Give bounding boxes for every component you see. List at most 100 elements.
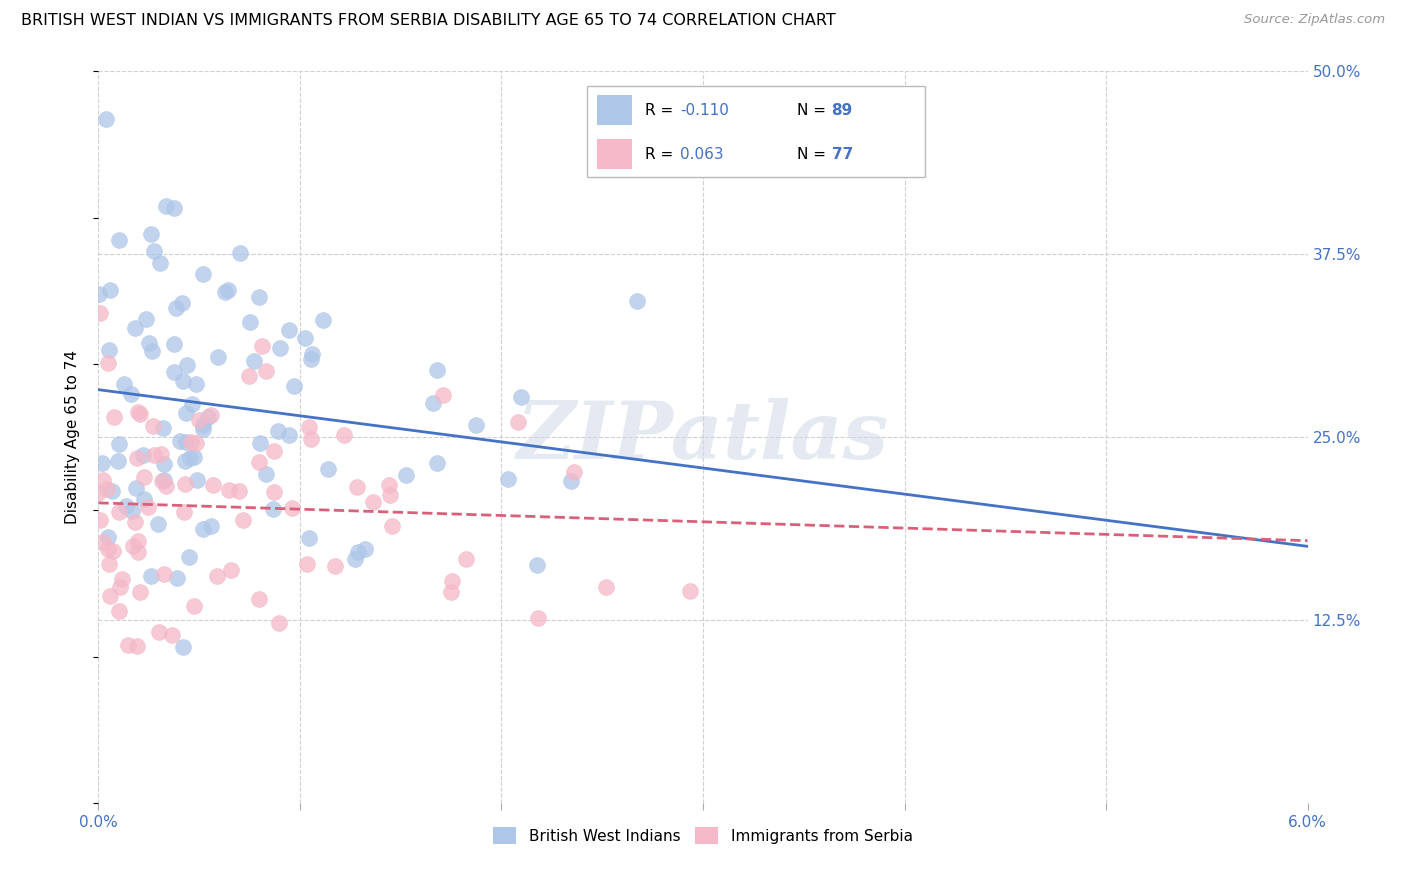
Point xyxy=(174,406,197,420)
Point xyxy=(526,611,548,625)
Point xyxy=(278,323,301,337)
Point xyxy=(454,552,477,566)
Point xyxy=(294,331,316,345)
Point xyxy=(115,499,138,513)
Point xyxy=(101,484,124,499)
Point xyxy=(180,434,202,449)
Point xyxy=(432,388,454,402)
Point xyxy=(139,568,162,582)
Point xyxy=(142,244,165,258)
Point xyxy=(679,584,702,599)
Point xyxy=(250,339,273,353)
Point xyxy=(218,483,240,497)
Point xyxy=(353,542,375,557)
Point xyxy=(127,533,149,548)
Text: N =: N = xyxy=(797,103,831,118)
Point xyxy=(228,484,250,499)
Point xyxy=(441,574,464,589)
Point xyxy=(121,504,143,518)
Point xyxy=(94,112,117,127)
Bar xyxy=(598,139,631,169)
Point xyxy=(395,467,418,482)
Point xyxy=(510,390,533,404)
Point xyxy=(166,571,188,585)
Point xyxy=(93,473,115,487)
Point xyxy=(184,435,207,450)
Point xyxy=(262,502,284,516)
Point xyxy=(149,256,172,270)
Point xyxy=(91,535,114,549)
Point xyxy=(127,544,149,558)
Point xyxy=(254,364,277,378)
Point xyxy=(142,448,165,462)
Point xyxy=(380,519,402,533)
Point xyxy=(152,475,174,489)
Point xyxy=(108,505,131,519)
Point xyxy=(125,640,148,654)
Point xyxy=(323,559,346,574)
Point xyxy=(134,469,156,483)
Point xyxy=(263,444,285,458)
Point xyxy=(135,311,157,326)
FancyBboxPatch shape xyxy=(586,86,925,178)
Point xyxy=(191,267,214,281)
Text: N =: N = xyxy=(797,146,831,161)
Point xyxy=(108,604,131,618)
Point xyxy=(207,350,229,364)
Point xyxy=(152,457,174,471)
Text: 77: 77 xyxy=(831,146,853,161)
Point xyxy=(173,374,195,388)
Point xyxy=(98,283,121,297)
Point xyxy=(422,396,444,410)
Point xyxy=(301,347,323,361)
Point xyxy=(124,320,146,334)
Point xyxy=(117,638,139,652)
Point xyxy=(186,473,208,487)
Point xyxy=(346,480,368,494)
Point xyxy=(96,482,118,496)
Point xyxy=(426,363,449,377)
Text: R =: R = xyxy=(645,103,679,118)
Point xyxy=(281,501,304,516)
Point xyxy=(626,293,648,308)
Point xyxy=(176,358,198,372)
Point xyxy=(97,530,120,544)
Point xyxy=(183,599,205,613)
Point xyxy=(91,457,114,471)
Point xyxy=(107,437,129,451)
Point xyxy=(560,474,582,488)
Point xyxy=(193,418,215,433)
Point xyxy=(316,462,339,476)
Point xyxy=(112,376,135,391)
Y-axis label: Disability Age 65 to 74: Disability Age 65 to 74 xyxy=(65,350,80,524)
Point xyxy=(153,474,176,488)
Point xyxy=(155,199,177,213)
Point xyxy=(153,567,176,582)
Point xyxy=(141,344,163,359)
Point xyxy=(129,407,152,421)
Point xyxy=(110,580,132,594)
Point xyxy=(243,354,266,368)
Legend: British West Indians, Immigrants from Serbia: British West Indians, Immigrants from Se… xyxy=(488,822,918,850)
Point xyxy=(98,589,121,603)
Point xyxy=(179,450,201,465)
Point xyxy=(332,427,354,442)
Point xyxy=(98,343,121,357)
Point xyxy=(200,408,222,422)
Point xyxy=(174,434,197,449)
Point xyxy=(169,434,191,448)
Point xyxy=(297,557,319,571)
Point xyxy=(526,558,548,572)
Point xyxy=(142,419,165,434)
Point xyxy=(347,545,370,559)
Point xyxy=(267,615,290,630)
Point xyxy=(256,467,278,481)
Point xyxy=(380,488,402,502)
Point xyxy=(131,448,153,462)
Point xyxy=(98,557,121,571)
Point xyxy=(174,454,197,468)
Point xyxy=(440,585,463,599)
Point xyxy=(298,420,321,434)
Point xyxy=(87,286,110,301)
Text: ZIPatlas: ZIPatlas xyxy=(517,399,889,475)
